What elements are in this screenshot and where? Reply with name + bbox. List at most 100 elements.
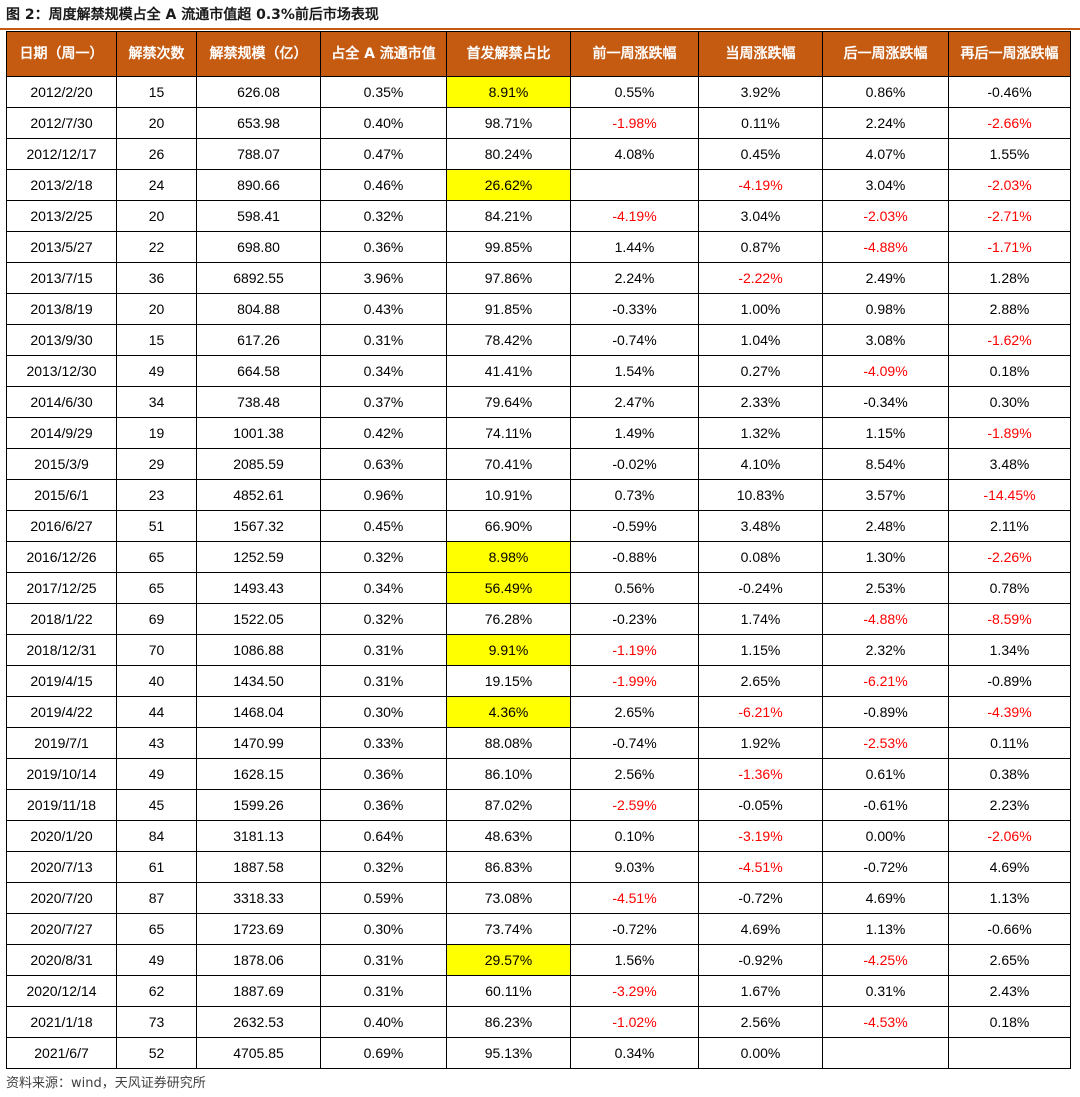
table-row: 2017/12/25 65 1493.43 0.34% 56.49% 0.56% -0.24…	[6, 572, 1071, 604]
date-cell: 2012/7/30	[6, 107, 117, 139]
date-cell: 2014/6/30	[6, 386, 117, 418]
this-week-change-cell: 1.92%	[698, 727, 823, 759]
next-week-change-cell: -4.25%	[822, 944, 949, 976]
float-cap-share-cell: 0.31%	[320, 665, 447, 697]
float-cap-share-cell: 0.43%	[320, 293, 447, 325]
unlock-count-cell: 43	[116, 727, 197, 759]
ipo-unlock-share-cell: 86.10%	[446, 758, 571, 790]
this-week-change-cell: 4.10%	[698, 448, 823, 480]
prev-week-change-cell: 1.49%	[570, 417, 699, 449]
unlock-count-cell: 20	[116, 107, 197, 139]
col-header-week-after-next-change: 再后一周涨跌幅	[948, 31, 1071, 77]
next-week-change-cell: 2.48%	[822, 510, 949, 542]
table-row: 2020/1/20 84 3181.13 0.64% 48.63% 0.10% -3.19%…	[6, 820, 1071, 852]
this-week-change-cell: 1.04%	[698, 324, 823, 356]
date-cell: 2020/7/20	[6, 882, 117, 914]
prev-week-change-cell: -0.02%	[570, 448, 699, 480]
title-divider	[0, 28, 1080, 30]
table-row: 2019/4/22 44 1468.04 0.30% 4.36% 2.65% -6.21% -…	[6, 696, 1071, 728]
unlock-count-cell: 49	[116, 758, 197, 790]
week-after-next-change-cell: 1.55%	[948, 138, 1071, 170]
float-cap-share-cell: 0.45%	[320, 510, 447, 542]
unlock-scale-cell: 1567.32	[196, 510, 321, 542]
table-row: 2013/9/30 15 617.26 0.31% 78.42% -0.74% 1.04% 3…	[6, 324, 1071, 356]
next-week-change-cell: -2.53%	[822, 727, 949, 759]
next-week-change-cell: 3.57%	[822, 479, 949, 511]
week-after-next-change-cell: -2.71%	[948, 200, 1071, 232]
ipo-unlock-share-cell: 70.41%	[446, 448, 571, 480]
float-cap-share-cell: 0.32%	[320, 603, 447, 635]
float-cap-share-cell: 0.31%	[320, 324, 447, 356]
unlock-count-cell: 69	[116, 603, 197, 635]
table-row: 2019/4/15 40 1434.50 0.31% 19.15% -1.99% 2.65%…	[6, 665, 1071, 697]
date-cell: 2013/7/15	[6, 262, 117, 294]
unlock-count-cell: 87	[116, 882, 197, 914]
unlock-scale-cell: 1522.05	[196, 603, 321, 635]
prev-week-change-cell: 2.47%	[570, 386, 699, 418]
unlock-scale-cell: 1878.06	[196, 944, 321, 976]
table-body: 2012/2/20 15 626.08 0.35% 8.91% 0.55% 3.92% 0.8…	[6, 76, 1071, 1069]
next-week-change-cell: -4.88%	[822, 603, 949, 635]
unlock-count-cell: 36	[116, 262, 197, 294]
date-cell: 2019/10/14	[6, 758, 117, 790]
prev-week-change-cell: -4.51%	[570, 882, 699, 914]
ipo-unlock-share-cell: 80.24%	[446, 138, 571, 170]
table-row: 2013/2/25 20 598.41 0.32% 84.21% -4.19% 3.04% -…	[6, 200, 1071, 232]
prev-week-change-cell: 2.24%	[570, 262, 699, 294]
prev-week-change-cell: 0.10%	[570, 820, 699, 852]
date-cell: 2021/6/7	[6, 1037, 117, 1069]
week-after-next-change-cell: 2.11%	[948, 510, 1071, 542]
table-row: 2016/6/27 51 1567.32 0.45% 66.90% -0.59% 3.48%…	[6, 510, 1071, 542]
prev-week-change-cell: 0.73%	[570, 479, 699, 511]
ipo-unlock-share-cell: 87.02%	[446, 789, 571, 821]
unlock-count-cell: 23	[116, 479, 197, 511]
ipo-unlock-share-cell: 78.42%	[446, 324, 571, 356]
float-cap-share-cell: 0.30%	[320, 913, 447, 945]
unlock-scale-cell: 664.58	[196, 355, 321, 387]
unlock-count-cell: 40	[116, 665, 197, 697]
date-cell: 2013/9/30	[6, 324, 117, 356]
next-week-change-cell: 1.15%	[822, 417, 949, 449]
col-header-this-week-change: 当周涨跌幅	[698, 31, 823, 77]
unlock-scale-cell: 1493.43	[196, 572, 321, 604]
ipo-unlock-share-cell: 74.11%	[446, 417, 571, 449]
unlock-count-cell: 49	[116, 944, 197, 976]
week-after-next-change-cell: 0.18%	[948, 1006, 1071, 1038]
table-row: 2019/10/14 49 1628.15 0.36% 86.10% 2.56% -1.36…	[6, 758, 1071, 790]
table-row: 2015/6/1 23 4852.61 0.96% 10.91% 0.73% 10.83% 3…	[6, 479, 1071, 511]
unlock-count-cell: 65	[116, 541, 197, 573]
date-cell: 2012/2/20	[6, 76, 117, 108]
float-cap-share-cell: 0.36%	[320, 789, 447, 821]
prev-week-change-cell: -1.98%	[570, 107, 699, 139]
float-cap-share-cell: 0.36%	[320, 758, 447, 790]
ipo-unlock-share-cell: 8.91%	[446, 76, 571, 108]
this-week-change-cell: 0.11%	[698, 107, 823, 139]
prev-week-change-cell: -0.74%	[570, 324, 699, 356]
date-cell: 2015/3/9	[6, 448, 117, 480]
next-week-change-cell: 2.32%	[822, 634, 949, 666]
unlock-scale-cell: 1628.15	[196, 758, 321, 790]
next-week-change-cell: 0.98%	[822, 293, 949, 325]
next-week-change-cell: 3.08%	[822, 324, 949, 356]
week-after-next-change-cell: -14.45%	[948, 479, 1071, 511]
this-week-change-cell: 1.74%	[698, 603, 823, 635]
week-after-next-change-cell: 0.78%	[948, 572, 1071, 604]
week-after-next-change-cell: 2.88%	[948, 293, 1071, 325]
next-week-change-cell: 0.86%	[822, 76, 949, 108]
unlock-count-cell: 84	[116, 820, 197, 852]
next-week-change-cell: 4.07%	[822, 138, 949, 170]
this-week-change-cell: -2.22%	[698, 262, 823, 294]
next-week-change-cell: 1.13%	[822, 913, 949, 945]
date-cell: 2020/7/27	[6, 913, 117, 945]
prev-week-change-cell: -1.19%	[570, 634, 699, 666]
table-row: 2018/12/31 70 1086.88 0.31% 9.91% -1.19% 1.15%…	[6, 634, 1071, 666]
unlock-count-cell: 73	[116, 1006, 197, 1038]
prev-week-change-cell: -0.23%	[570, 603, 699, 635]
next-week-change-cell: -4.88%	[822, 231, 949, 263]
date-cell: 2016/12/26	[6, 541, 117, 573]
unlock-count-cell: 20	[116, 200, 197, 232]
week-after-next-change-cell: 0.11%	[948, 727, 1071, 759]
ipo-unlock-share-cell: 86.23%	[446, 1006, 571, 1038]
date-cell: 2018/12/31	[6, 634, 117, 666]
prev-week-change-cell: -0.33%	[570, 293, 699, 325]
